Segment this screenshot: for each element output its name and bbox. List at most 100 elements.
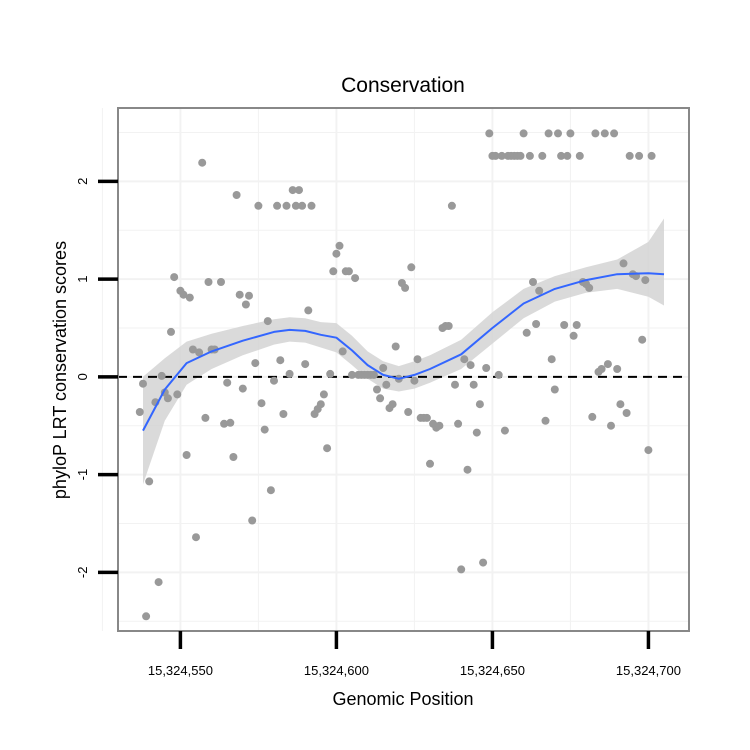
data-point xyxy=(170,273,179,282)
data-point xyxy=(245,291,253,300)
data-point xyxy=(610,129,619,138)
data-point xyxy=(494,370,503,379)
data-point xyxy=(535,286,544,295)
data-point xyxy=(279,410,288,418)
data-point xyxy=(391,342,400,351)
data-point xyxy=(557,151,566,160)
data-point xyxy=(163,394,172,403)
x-tick-label: 15,324,700 xyxy=(616,663,681,678)
data-point xyxy=(575,151,584,160)
data-point xyxy=(625,151,634,160)
data-point xyxy=(569,331,578,340)
data-point xyxy=(373,385,381,394)
data-point xyxy=(622,409,631,417)
data-point xyxy=(603,360,612,369)
data-point xyxy=(188,345,197,354)
x-tick-label: 15,324,550 xyxy=(148,663,213,678)
data-point xyxy=(544,129,553,138)
data-point xyxy=(600,129,609,138)
data-point xyxy=(329,267,338,276)
data-point xyxy=(223,378,232,387)
data-point xyxy=(613,365,622,373)
data-point xyxy=(560,321,569,329)
data-point xyxy=(276,356,285,365)
data-point xyxy=(497,151,506,160)
data-point xyxy=(204,278,213,286)
data-point xyxy=(475,400,484,409)
data-point xyxy=(307,201,316,210)
data-point xyxy=(270,376,278,385)
data-point xyxy=(463,465,472,474)
data-point xyxy=(585,283,594,292)
data-point xyxy=(338,347,347,356)
data-point xyxy=(572,321,581,329)
data-point xyxy=(407,263,416,272)
data-point xyxy=(217,278,225,286)
smooth-trend-line xyxy=(142,272,665,432)
data-point xyxy=(266,486,275,495)
data-point xyxy=(135,408,144,416)
data-point xyxy=(251,359,260,368)
data-point xyxy=(241,300,250,309)
data-point xyxy=(282,201,291,210)
data-point xyxy=(179,290,188,299)
data-point xyxy=(547,355,556,364)
data-point xyxy=(616,400,625,409)
data-point xyxy=(522,328,531,337)
data-point xyxy=(619,259,628,268)
data-point xyxy=(291,201,300,210)
data-point xyxy=(525,151,534,160)
data-point xyxy=(426,459,434,468)
data-point xyxy=(588,412,597,421)
data-point xyxy=(235,290,244,299)
data-point xyxy=(447,201,456,210)
data-point xyxy=(491,151,500,160)
data-point xyxy=(238,384,247,393)
data-points xyxy=(135,129,656,621)
data-point xyxy=(457,565,466,574)
data-point xyxy=(482,364,491,372)
data-point xyxy=(469,380,478,389)
y-tick-label: -2 xyxy=(75,567,90,579)
data-point xyxy=(344,267,353,276)
data-point xyxy=(597,365,606,373)
y-axis-ticks: -2 -1 0 1 2 xyxy=(75,178,118,578)
data-point xyxy=(285,369,294,378)
y-tick-label: -1 xyxy=(75,469,90,481)
chart-title: Conservation xyxy=(341,74,465,97)
data-point xyxy=(435,421,444,430)
data-point xyxy=(388,400,397,409)
data-point xyxy=(326,369,335,378)
data-point xyxy=(454,419,463,428)
data-point xyxy=(348,370,356,379)
y-axis-title: phyloP LRT conservation scores xyxy=(50,241,70,499)
data-point xyxy=(460,355,469,364)
data-point xyxy=(485,129,494,138)
data-point xyxy=(479,558,488,567)
data-point xyxy=(422,413,431,422)
data-point xyxy=(444,322,453,330)
x-tick-label: 15,324,650 xyxy=(460,663,525,678)
data-point xyxy=(472,428,481,437)
data-point xyxy=(220,419,229,428)
data-point xyxy=(376,394,385,403)
data-point xyxy=(298,201,307,210)
x-tick-label: 15,324,600 xyxy=(304,663,369,678)
data-point xyxy=(369,370,378,379)
data-point xyxy=(263,317,272,326)
data-point xyxy=(316,400,325,409)
data-point xyxy=(273,201,282,210)
data-point xyxy=(451,380,459,389)
data-point xyxy=(401,283,410,292)
data-point xyxy=(198,158,207,167)
data-point xyxy=(304,306,313,315)
data-point xyxy=(185,293,194,302)
data-point xyxy=(319,390,328,399)
data-point xyxy=(532,320,541,328)
x-axis-ticks: 15,324,550 15,324,600 15,324,650 15,324,700 xyxy=(148,631,681,678)
data-point xyxy=(644,446,653,455)
data-point xyxy=(541,416,550,425)
data-point xyxy=(500,426,509,435)
data-point xyxy=(139,379,147,388)
